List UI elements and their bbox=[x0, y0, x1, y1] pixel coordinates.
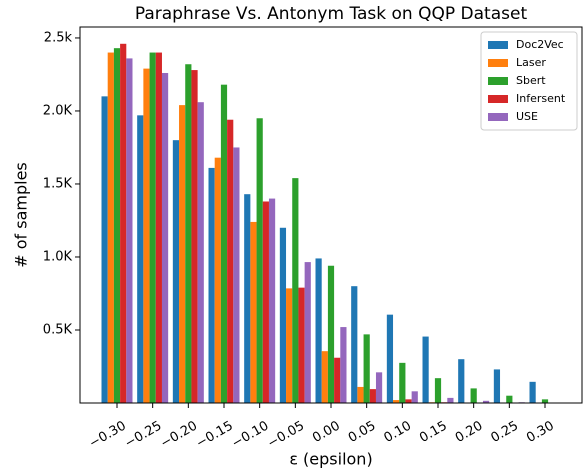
bar bbox=[351, 286, 358, 403]
bar bbox=[250, 221, 257, 403]
bar bbox=[149, 52, 156, 403]
x-tick-label: −0.10 bbox=[229, 419, 271, 452]
bar bbox=[155, 52, 162, 403]
bar bbox=[422, 336, 429, 403]
bar bbox=[399, 362, 406, 403]
bar bbox=[256, 118, 263, 403]
bar bbox=[185, 64, 192, 403]
x-tick-label: 0.05 bbox=[346, 419, 379, 446]
y-tick-label: 1.5K bbox=[43, 176, 73, 191]
bar bbox=[143, 68, 150, 403]
bar bbox=[493, 369, 501, 403]
bar bbox=[179, 105, 186, 403]
bar bbox=[298, 287, 305, 403]
bar bbox=[405, 399, 412, 403]
bar bbox=[172, 140, 180, 404]
chart-title: Paraphrase Vs. Antonym Task on QQP Datas… bbox=[135, 4, 528, 24]
bar bbox=[191, 70, 198, 403]
legend-swatch bbox=[488, 41, 508, 49]
bar bbox=[137, 115, 144, 404]
legend-label: USE bbox=[516, 110, 538, 123]
legend-label: Sbert bbox=[516, 74, 546, 87]
legend-label: Laser bbox=[516, 56, 546, 69]
bar bbox=[470, 388, 477, 403]
bar bbox=[315, 258, 322, 403]
bar bbox=[268, 198, 276, 403]
bar bbox=[369, 389, 376, 403]
legend-swatch bbox=[488, 95, 508, 103]
x-tick-label: −0.25 bbox=[122, 419, 164, 452]
bar bbox=[334, 357, 341, 403]
legend-box bbox=[480, 31, 578, 131]
bar bbox=[357, 386, 364, 403]
y-tick-label: 2.5k bbox=[44, 30, 73, 45]
bar bbox=[434, 378, 442, 403]
bar bbox=[541, 399, 549, 403]
bar bbox=[304, 262, 311, 403]
bar bbox=[262, 201, 269, 403]
x-tick-label: 0.00 bbox=[310, 419, 343, 446]
bar bbox=[458, 359, 465, 403]
bar bbox=[447, 397, 454, 403]
bar bbox=[197, 102, 204, 403]
bar bbox=[113, 48, 121, 403]
bar bbox=[279, 227, 287, 403]
x-tick-label: −0.15 bbox=[194, 419, 236, 452]
plot-frame bbox=[79, 26, 583, 404]
y-tick-label: 0.5K bbox=[43, 322, 73, 337]
bar bbox=[340, 327, 347, 403]
bar bbox=[386, 314, 394, 403]
x-tick-label: 0.15 bbox=[417, 419, 450, 446]
bar bbox=[393, 400, 400, 403]
bar bbox=[529, 381, 536, 403]
bar bbox=[120, 43, 127, 403]
x-tick-label: −0.30 bbox=[87, 419, 129, 452]
bar bbox=[321, 351, 328, 403]
bar bbox=[363, 334, 370, 403]
bar bbox=[327, 265, 335, 403]
x-axis-label: ε (epsilon) bbox=[289, 450, 372, 469]
legend-swatch bbox=[488, 77, 508, 85]
bar bbox=[411, 391, 418, 403]
x-tick-label: −0.05 bbox=[265, 419, 307, 452]
bar bbox=[506, 395, 513, 403]
legend-label: Doc2Vec bbox=[516, 38, 564, 51]
bar bbox=[126, 58, 133, 404]
bar bbox=[227, 119, 234, 404]
bar bbox=[161, 72, 169, 403]
x-tick-label: 0.10 bbox=[382, 419, 415, 446]
bar bbox=[220, 84, 228, 403]
y-tick-label: 2.0K bbox=[43, 103, 73, 118]
bar bbox=[482, 400, 490, 403]
x-tick-label: 0.25 bbox=[489, 419, 522, 446]
bar bbox=[208, 167, 215, 403]
bar bbox=[375, 372, 383, 403]
bar bbox=[233, 147, 240, 403]
bar bbox=[101, 96, 108, 403]
legend-swatch bbox=[488, 113, 508, 121]
bar bbox=[244, 194, 251, 403]
bar bbox=[286, 288, 293, 403]
x-tick-label: 0.20 bbox=[453, 419, 486, 446]
x-tick-label: 0.30 bbox=[524, 419, 557, 446]
bar bbox=[107, 52, 114, 403]
y-axis-label: # of samples bbox=[12, 162, 31, 268]
bar bbox=[292, 178, 299, 403]
bar bbox=[214, 157, 221, 403]
y-tick-label: 1.0K bbox=[43, 249, 73, 264]
legend-swatch bbox=[488, 59, 508, 67]
x-tick-label: −0.20 bbox=[158, 419, 200, 452]
legend-label: Infersent bbox=[516, 92, 566, 105]
legend: Doc2Vec Laser Sbert Infersent USE bbox=[480, 31, 578, 131]
